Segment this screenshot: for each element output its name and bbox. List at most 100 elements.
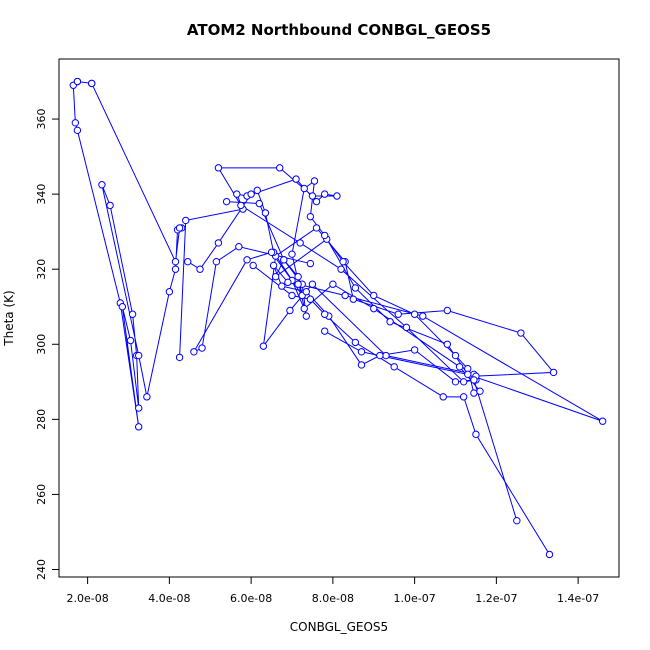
data-point xyxy=(175,353,184,362)
data-point xyxy=(308,192,317,200)
data-point xyxy=(98,181,106,189)
data-point xyxy=(135,351,143,360)
data-point xyxy=(222,197,231,206)
data-point xyxy=(184,257,192,266)
data-point xyxy=(455,363,464,371)
data-point xyxy=(214,239,223,247)
series-points xyxy=(69,77,607,559)
data-point xyxy=(135,423,143,431)
data-point xyxy=(165,288,174,296)
data-point xyxy=(459,378,468,386)
data-point xyxy=(549,368,558,377)
data-point xyxy=(300,304,308,313)
data-point xyxy=(126,336,135,345)
data-point xyxy=(443,306,452,315)
data-point xyxy=(182,216,190,225)
y-tick-label: 280 xyxy=(35,409,48,430)
data-point xyxy=(390,363,398,371)
data-point xyxy=(329,280,337,288)
data-point xyxy=(237,201,245,210)
data-point xyxy=(73,77,82,86)
data-point xyxy=(349,295,358,303)
data-point xyxy=(212,257,221,266)
data-point xyxy=(357,348,366,356)
data-point xyxy=(286,306,294,315)
data-point xyxy=(476,387,484,395)
data-point xyxy=(370,304,378,313)
data-point xyxy=(598,417,607,425)
data-point xyxy=(106,201,114,210)
data-point xyxy=(320,327,329,335)
series-line xyxy=(252,265,550,555)
data-point xyxy=(294,280,302,288)
data-point xyxy=(394,310,402,318)
data-point xyxy=(269,261,278,270)
data-point xyxy=(302,288,310,296)
data-point xyxy=(357,361,366,369)
data-point xyxy=(341,291,349,300)
data-point xyxy=(143,393,151,401)
data-point xyxy=(253,186,261,195)
data-point xyxy=(376,351,384,360)
data-point xyxy=(73,126,82,135)
data-point xyxy=(306,259,315,268)
data-point xyxy=(302,312,310,320)
y-tick-label: 360 xyxy=(35,109,48,130)
data-point xyxy=(320,310,329,318)
x-tick-label: 1.4e-07 xyxy=(557,592,599,605)
data-point xyxy=(439,393,447,401)
data-point xyxy=(306,295,315,303)
data-point xyxy=(320,190,329,198)
data-point xyxy=(300,184,308,193)
data-point xyxy=(545,550,554,559)
data-point xyxy=(459,393,468,401)
y-tick-label: 240 xyxy=(35,559,48,580)
plot-area-frame xyxy=(58,58,620,578)
data-point xyxy=(214,164,223,172)
data-point xyxy=(386,318,394,326)
data-point xyxy=(470,376,478,384)
data-point xyxy=(370,291,378,300)
data-point xyxy=(284,278,292,287)
data-point xyxy=(312,197,321,206)
data-point xyxy=(312,224,321,232)
data-point xyxy=(190,348,198,356)
data-point xyxy=(171,265,180,273)
y-axis: 240 260 280 300 320 340 360 xyxy=(35,109,59,580)
data-point xyxy=(249,261,257,270)
data-point xyxy=(517,329,525,337)
data-point xyxy=(294,273,302,281)
data-point xyxy=(135,404,143,412)
x-tick-label: 2.0e-08 xyxy=(66,592,108,605)
data-point xyxy=(243,256,251,264)
x-axis: 2.0e-08 4.0e-08 6.0e-08 8.0e-08 1.0e-07 1.2e-… xyxy=(66,577,599,605)
data-point xyxy=(472,430,480,439)
data-point xyxy=(255,199,263,208)
data-point xyxy=(280,256,288,264)
data-point xyxy=(288,250,296,258)
x-tick-label: 6.0e-08 xyxy=(230,592,272,605)
x-tick-label: 1.0e-07 xyxy=(394,592,436,605)
data-point xyxy=(410,346,419,354)
data-point xyxy=(278,282,286,290)
chart-title: ATOM2 Northbound CONBGL_GEOS5 xyxy=(187,21,491,39)
data-point xyxy=(402,323,411,332)
data-point xyxy=(320,231,329,240)
y-axis-label: Theta (K) xyxy=(2,290,16,346)
data-point xyxy=(308,280,317,288)
series-line xyxy=(72,80,182,427)
data-point xyxy=(175,224,184,232)
data-point xyxy=(288,291,296,300)
data-point xyxy=(233,190,241,198)
data-point xyxy=(382,351,390,360)
data-point xyxy=(310,177,319,185)
data-point xyxy=(171,257,180,266)
data-point xyxy=(292,175,300,183)
data-point xyxy=(513,516,521,525)
x-tick-label: 8.0e-08 xyxy=(312,592,354,605)
data-point xyxy=(71,119,80,127)
data-point xyxy=(419,312,427,320)
data-point xyxy=(247,190,255,198)
data-point xyxy=(271,273,280,281)
